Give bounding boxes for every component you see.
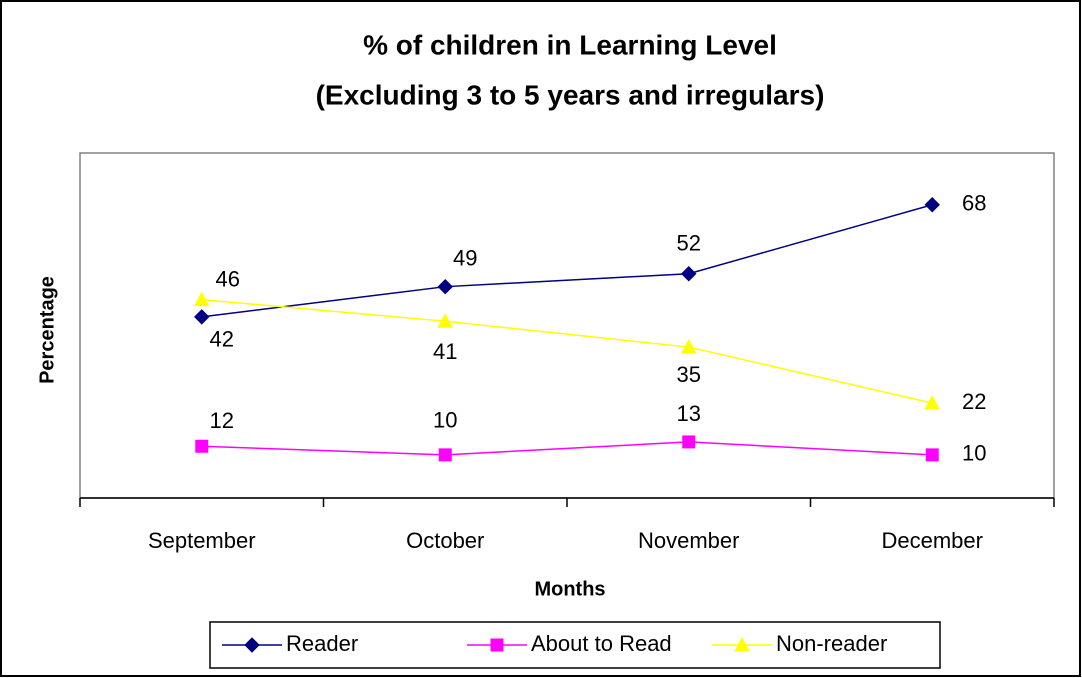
data-label: 22 xyxy=(962,389,986,414)
plot-area xyxy=(79,152,1055,499)
data-label: 68 xyxy=(962,191,986,216)
data-label: 49 xyxy=(453,246,477,271)
x-tick-label: September xyxy=(148,528,256,553)
legend-label: Reader xyxy=(286,631,358,656)
legend-marker xyxy=(734,636,750,652)
point-marker xyxy=(924,197,940,213)
point-marker xyxy=(195,439,209,453)
data-label: 35 xyxy=(677,362,701,387)
x-tick-label: October xyxy=(406,528,484,553)
series-line xyxy=(201,441,933,456)
data-label: 10 xyxy=(433,408,457,433)
legend-marker xyxy=(490,638,504,652)
point-marker xyxy=(437,313,454,328)
data-label: 52 xyxy=(677,231,701,256)
point-marker xyxy=(682,435,696,449)
series-line xyxy=(201,298,933,404)
point-marker xyxy=(438,448,452,462)
data-label: 41 xyxy=(433,339,457,364)
chart-subtitle: (Excluding 3 to 5 years and irregulars) xyxy=(316,79,825,110)
y-axis-title: Percentage xyxy=(36,276,58,384)
x-tick-label: November xyxy=(638,528,739,553)
data-label: 10 xyxy=(962,441,986,466)
point-marker xyxy=(680,339,697,354)
point-marker xyxy=(437,278,453,295)
point-marker xyxy=(924,395,941,410)
x-axis-title: Months xyxy=(534,578,605,600)
point-marker xyxy=(681,266,697,282)
data-label: 12 xyxy=(210,408,234,433)
legend-label: Non-reader xyxy=(776,631,887,656)
series-line xyxy=(201,204,933,318)
data-label: 13 xyxy=(677,401,701,426)
legend-box xyxy=(209,621,941,669)
legend-label: About to Read xyxy=(531,631,672,656)
point-marker xyxy=(193,291,210,307)
data-label: 46 xyxy=(216,266,240,291)
legend-marker xyxy=(244,637,260,653)
x-tick-label: December xyxy=(882,528,983,553)
point-marker xyxy=(925,448,939,462)
point-marker xyxy=(194,309,210,325)
data-label: 42 xyxy=(210,327,234,352)
chart-title: % of children in Learning Level xyxy=(363,29,777,60)
